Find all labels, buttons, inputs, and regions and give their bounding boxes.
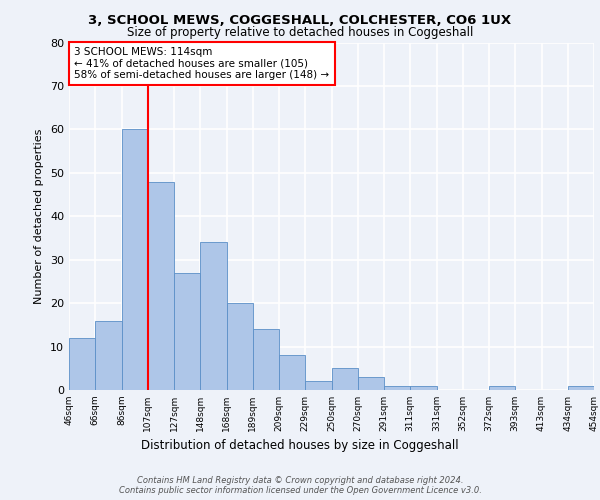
Bar: [227, 303, 253, 390]
Text: Size of property relative to detached houses in Coggeshall: Size of property relative to detached ho…: [127, 26, 473, 39]
Bar: [95, 320, 121, 390]
Bar: [568, 386, 594, 390]
Bar: [174, 272, 200, 390]
Bar: [69, 338, 95, 390]
Bar: [279, 355, 305, 390]
Bar: [148, 182, 174, 390]
Text: 3 SCHOOL MEWS: 114sqm
← 41% of detached houses are smaller (105)
58% of semi-det: 3 SCHOOL MEWS: 114sqm ← 41% of detached …: [74, 47, 329, 80]
Text: 3, SCHOOL MEWS, COGGESHALL, COLCHESTER, CO6 1UX: 3, SCHOOL MEWS, COGGESHALL, COLCHESTER, …: [88, 14, 512, 27]
Bar: [253, 329, 279, 390]
Text: Distribution of detached houses by size in Coggeshall: Distribution of detached houses by size …: [141, 440, 459, 452]
Bar: [410, 386, 437, 390]
Bar: [200, 242, 227, 390]
Text: Contains HM Land Registry data © Crown copyright and database right 2024.
Contai: Contains HM Land Registry data © Crown c…: [119, 476, 481, 495]
Bar: [305, 382, 331, 390]
Y-axis label: Number of detached properties: Number of detached properties: [34, 128, 44, 304]
Bar: [121, 130, 148, 390]
Bar: [384, 386, 410, 390]
Bar: [358, 377, 384, 390]
Bar: [331, 368, 358, 390]
Bar: [489, 386, 515, 390]
